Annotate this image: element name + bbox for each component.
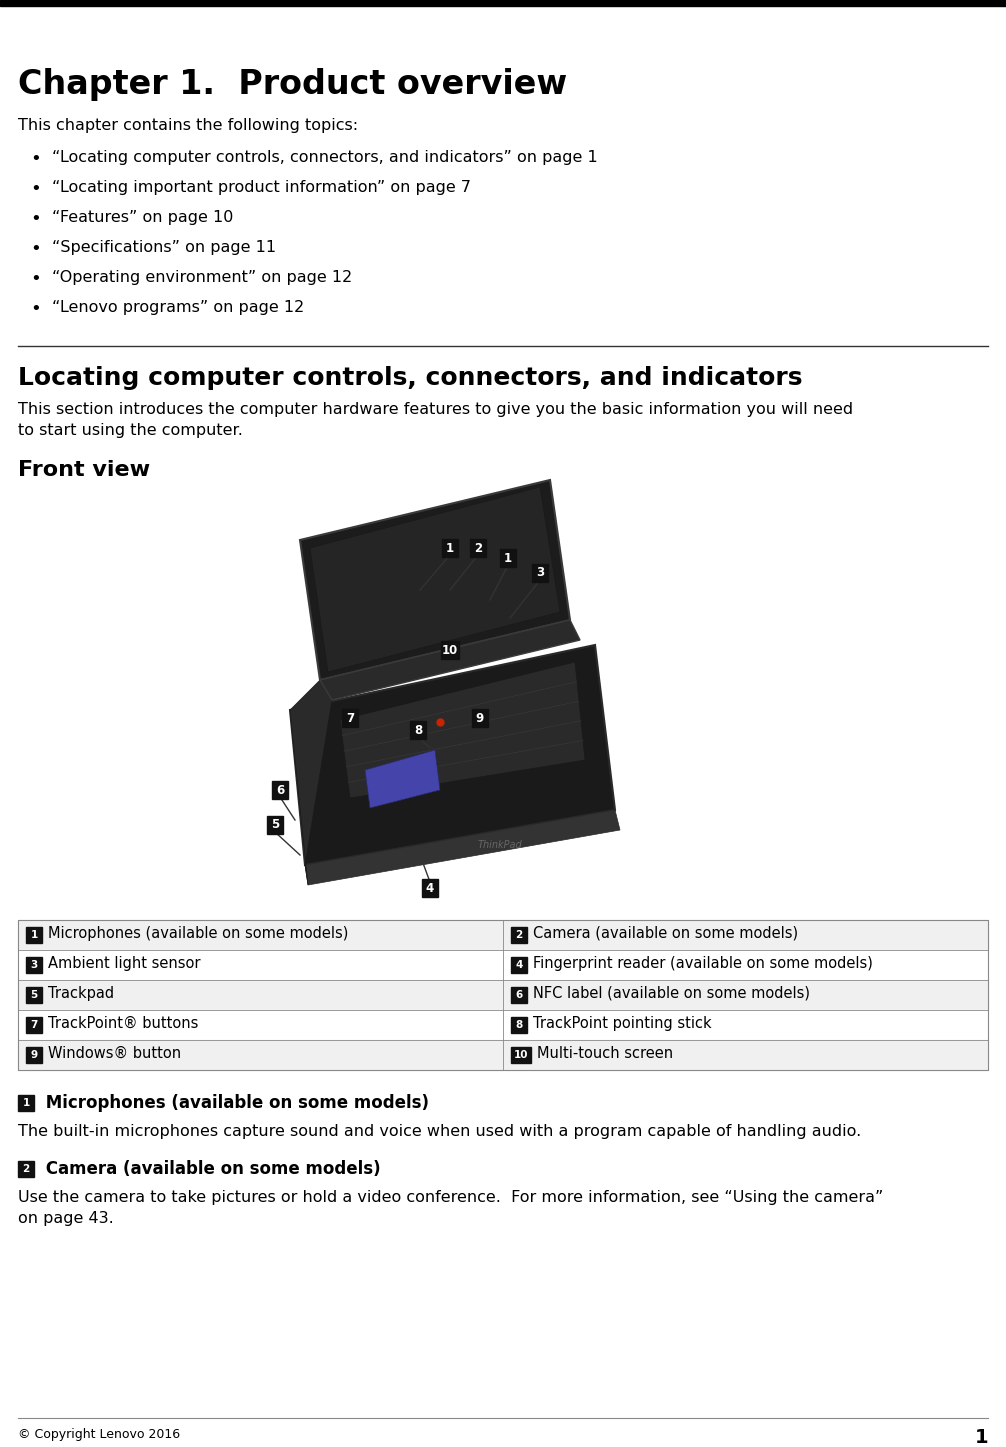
Bar <box>26 956 42 972</box>
Bar <box>342 709 358 726</box>
Text: •: • <box>30 240 41 258</box>
Text: 4: 4 <box>426 881 435 894</box>
Text: 5: 5 <box>30 990 37 1000</box>
Bar <box>422 878 438 897</box>
Polygon shape <box>305 810 620 886</box>
Bar <box>18 951 988 980</box>
Text: •: • <box>30 210 41 229</box>
Text: 1: 1 <box>504 551 512 564</box>
Text: •: • <box>30 271 41 288</box>
Text: 10: 10 <box>442 644 458 657</box>
Bar <box>26 928 42 943</box>
Polygon shape <box>290 645 615 865</box>
Text: Microphones (available on some models): Microphones (available on some models) <box>40 1094 429 1111</box>
Text: 3: 3 <box>30 959 37 969</box>
Text: 9: 9 <box>476 712 484 725</box>
Text: 1: 1 <box>22 1098 29 1108</box>
Text: Chapter 1.  Product overview: Chapter 1. Product overview <box>18 68 567 101</box>
Bar <box>511 956 527 972</box>
Text: •: • <box>30 150 41 168</box>
Bar <box>410 721 426 739</box>
Bar <box>472 709 488 726</box>
Text: 8: 8 <box>413 724 423 737</box>
Bar <box>18 1160 34 1176</box>
Text: Camera (available on some models): Camera (available on some models) <box>40 1160 380 1178</box>
Bar <box>272 781 288 799</box>
Bar <box>511 987 527 1003</box>
Text: Fingerprint reader (available on some models): Fingerprint reader (available on some mo… <box>533 956 873 971</box>
Text: Camera (available on some models): Camera (available on some models) <box>533 926 798 941</box>
Text: 9: 9 <box>30 1051 37 1061</box>
Text: “Locating important product information” on page 7: “Locating important product information”… <box>52 179 471 195</box>
Text: This chapter contains the following topics:: This chapter contains the following topi… <box>18 119 358 133</box>
Text: TrackPoint® buttons: TrackPoint® buttons <box>48 1016 198 1032</box>
Bar <box>26 987 42 1003</box>
Text: NFC label (available on some models): NFC label (available on some models) <box>533 985 810 1001</box>
Polygon shape <box>365 750 440 807</box>
Text: 2: 2 <box>515 930 523 941</box>
Text: 2: 2 <box>22 1163 29 1174</box>
Polygon shape <box>320 619 580 700</box>
Text: “Operating environment” on page 12: “Operating environment” on page 12 <box>52 271 352 285</box>
Text: 1: 1 <box>975 1428 988 1447</box>
Bar <box>500 548 516 567</box>
Text: © Copyright Lenovo 2016: © Copyright Lenovo 2016 <box>18 1428 180 1441</box>
Text: Trackpad: Trackpad <box>48 985 114 1001</box>
Text: The built-in microphones capture sound and voice when used with a program capabl: The built-in microphones capture sound a… <box>18 1124 861 1139</box>
Text: •: • <box>30 179 41 198</box>
Bar <box>0 0 1006 6</box>
Bar <box>18 980 988 1010</box>
Text: “Specifications” on page 11: “Specifications” on page 11 <box>52 240 276 255</box>
Text: 8: 8 <box>515 1020 523 1030</box>
Text: ThinkPad: ThinkPad <box>478 841 522 849</box>
Text: TrackPoint pointing stick: TrackPoint pointing stick <box>533 1016 711 1032</box>
Bar <box>26 1017 42 1033</box>
Text: Locating computer controls, connectors, and indicators: Locating computer controls, connectors, … <box>18 366 803 391</box>
Text: Multi-touch screen: Multi-touch screen <box>537 1046 673 1061</box>
Text: This section introduces the computer hardware features to give you the basic inf: This section introduces the computer har… <box>18 402 853 438</box>
Bar <box>267 816 283 833</box>
Text: “Features” on page 10: “Features” on page 10 <box>52 210 233 224</box>
Text: 2: 2 <box>474 541 482 554</box>
Text: 1: 1 <box>446 541 454 554</box>
Text: Use the camera to take pictures or hold a video conference.  For more informatio: Use the camera to take pictures or hold … <box>18 1189 883 1226</box>
Text: 7: 7 <box>346 712 354 725</box>
Text: “Locating computer controls, connectors, and indicators” on page 1: “Locating computer controls, connectors,… <box>52 150 598 165</box>
Text: 1: 1 <box>30 930 37 941</box>
Bar <box>18 1095 34 1111</box>
Polygon shape <box>290 680 332 886</box>
Text: 5: 5 <box>271 819 279 832</box>
Text: Windows® button: Windows® button <box>48 1046 181 1061</box>
Text: 10: 10 <box>514 1051 528 1061</box>
Text: Ambient light sensor: Ambient light sensor <box>48 956 200 971</box>
Bar <box>532 564 548 582</box>
Bar <box>470 538 486 557</box>
Text: 7: 7 <box>30 1020 37 1030</box>
Bar <box>441 641 459 658</box>
Bar <box>511 928 527 943</box>
Text: •: • <box>30 300 41 318</box>
Polygon shape <box>340 661 585 797</box>
Text: Front view: Front view <box>18 460 150 480</box>
Bar <box>18 1040 988 1069</box>
Text: 6: 6 <box>276 783 284 796</box>
Text: 6: 6 <box>515 990 523 1000</box>
Bar <box>26 1048 42 1064</box>
Bar <box>442 538 458 557</box>
Bar <box>18 920 988 951</box>
Text: “Lenovo programs” on page 12: “Lenovo programs” on page 12 <box>52 300 304 315</box>
Bar <box>511 1048 531 1064</box>
Text: 4: 4 <box>515 959 523 969</box>
Polygon shape <box>300 480 570 680</box>
Bar <box>18 1010 988 1040</box>
Bar <box>511 1017 527 1033</box>
Text: Microphones (available on some models): Microphones (available on some models) <box>48 926 348 941</box>
Text: 3: 3 <box>536 566 544 579</box>
Bar <box>18 920 988 1069</box>
Polygon shape <box>310 488 560 671</box>
